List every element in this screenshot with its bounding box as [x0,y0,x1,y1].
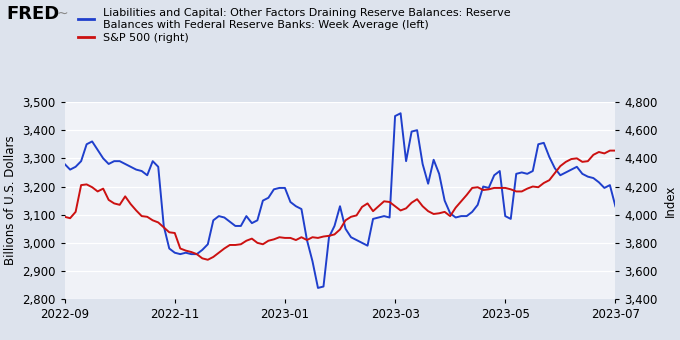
Y-axis label: Index: Index [664,184,677,217]
Y-axis label: Billions of U.S. Dollars: Billions of U.S. Dollars [3,136,16,266]
Legend: Liabilities and Capital: Other Factors Draining Reserve Balances: Reserve
Balanc: Liabilities and Capital: Other Factors D… [77,7,511,44]
Text: ~: ~ [56,7,68,21]
Text: FRED: FRED [7,5,60,23]
